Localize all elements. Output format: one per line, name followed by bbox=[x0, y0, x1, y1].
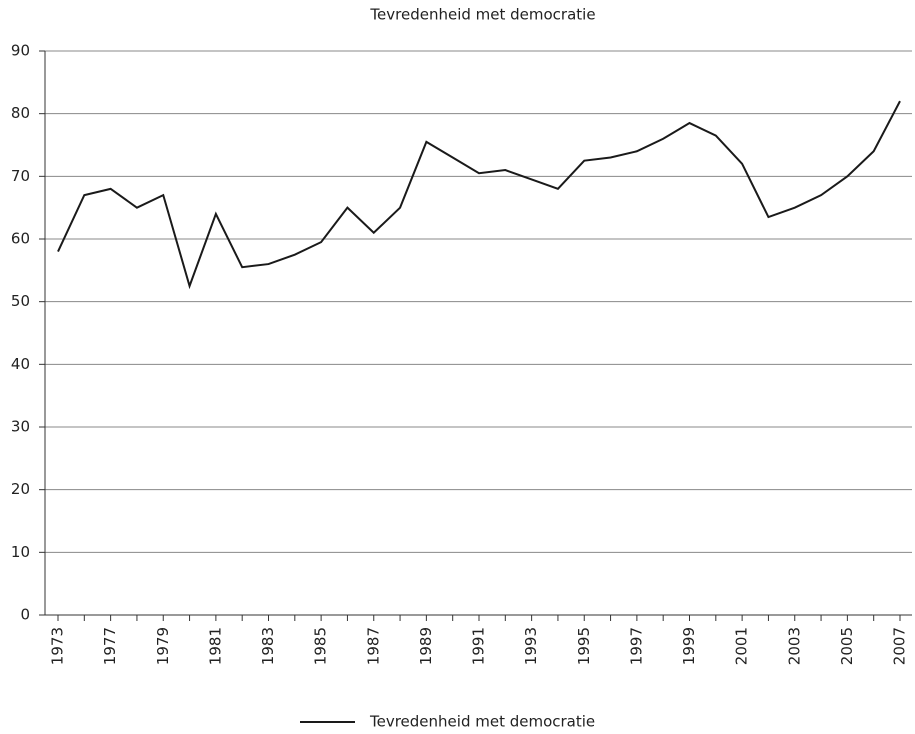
x-tick-label: 2007 bbox=[891, 627, 909, 665]
y-tick-label: 60 bbox=[11, 230, 30, 248]
y-tick-label: 90 bbox=[11, 42, 30, 60]
x-tick-label: 1991 bbox=[470, 627, 488, 665]
y-tick-label: 10 bbox=[11, 543, 30, 561]
chart-title: Tevredenheid met democratie bbox=[369, 6, 595, 24]
x-tick-label: 1981 bbox=[206, 627, 224, 665]
x-tick-label: 2001 bbox=[733, 627, 751, 665]
y-tick-label: 20 bbox=[11, 480, 30, 498]
x-tick-label: 1997 bbox=[627, 627, 645, 665]
y-tick-label: 70 bbox=[11, 167, 30, 185]
y-tick-label: 0 bbox=[20, 606, 30, 624]
y-tick-label: 50 bbox=[11, 292, 30, 310]
legend-label: Tevredenheid met democratie bbox=[369, 713, 595, 731]
x-tick-label: 1985 bbox=[312, 627, 330, 665]
x-tick-label: 1995 bbox=[575, 627, 593, 665]
y-tick-label: 40 bbox=[11, 355, 30, 373]
x-tick-label: 1987 bbox=[364, 627, 382, 665]
x-tick-label: 1977 bbox=[101, 627, 119, 665]
x-tick-label: 1999 bbox=[680, 627, 698, 665]
x-tick-label: 1989 bbox=[417, 627, 435, 665]
y-tick-label: 30 bbox=[11, 418, 30, 436]
x-tick-label: 1979 bbox=[154, 627, 172, 665]
x-tick-label: 1993 bbox=[522, 627, 540, 665]
x-tick-label: 1983 bbox=[259, 627, 277, 665]
x-tick-label: 2003 bbox=[785, 627, 803, 665]
line-series bbox=[57, 100, 901, 290]
y-tick-label: 80 bbox=[11, 104, 30, 122]
x-tick-label: 1973 bbox=[49, 627, 67, 665]
x-tick-label: 2005 bbox=[838, 627, 856, 665]
